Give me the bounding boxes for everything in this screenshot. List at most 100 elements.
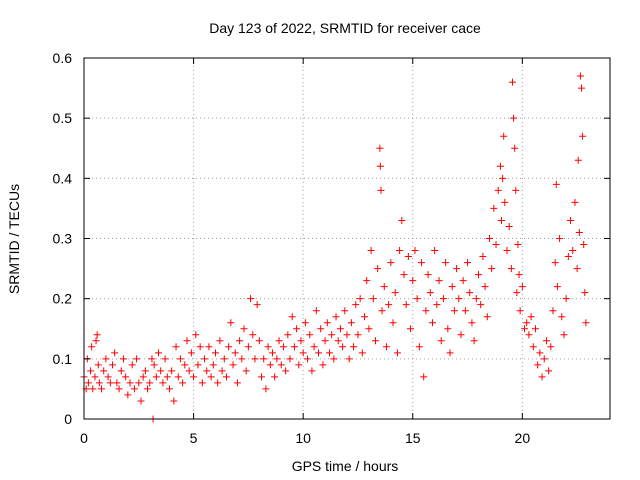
data-point — [231, 349, 239, 357]
data-point — [222, 373, 230, 381]
data-point — [157, 367, 165, 375]
data-point — [488, 265, 496, 273]
data-point — [385, 301, 393, 309]
chart-title: Day 123 of 2022, SRMTID for receiver cac… — [209, 20, 481, 36]
data-point — [444, 325, 452, 333]
data-point — [214, 379, 222, 387]
data-point — [299, 349, 307, 357]
data-point — [580, 241, 588, 249]
data-point — [515, 271, 523, 279]
data-point — [377, 186, 385, 194]
data-point — [551, 259, 559, 267]
data-point — [220, 355, 228, 363]
data-point — [437, 337, 445, 345]
data-point — [334, 337, 342, 345]
data-point — [466, 289, 474, 297]
data-point — [155, 349, 163, 357]
data-point — [218, 367, 226, 375]
data-point — [124, 391, 132, 399]
data-point — [558, 313, 566, 321]
data-point — [547, 343, 555, 351]
data-point — [455, 295, 463, 303]
data-point — [400, 271, 408, 279]
data-point — [422, 307, 430, 315]
data-point — [380, 283, 388, 291]
data-point — [492, 241, 500, 249]
data-point — [328, 331, 336, 339]
data-point — [415, 343, 423, 351]
data-point — [150, 361, 158, 369]
data-point — [312, 307, 320, 315]
data-point — [542, 337, 550, 345]
data-point — [549, 307, 557, 315]
data-point — [468, 319, 476, 327]
data-point — [227, 319, 235, 327]
data-point — [130, 385, 138, 393]
data-point — [282, 367, 290, 375]
data-point — [115, 385, 123, 393]
data-point — [152, 373, 160, 381]
data-point — [165, 385, 173, 393]
data-point — [190, 373, 198, 381]
data-point — [459, 277, 467, 285]
data-point — [91, 373, 99, 381]
data-point — [358, 349, 366, 357]
data-point — [411, 247, 419, 255]
data-point — [538, 373, 546, 381]
data-point — [536, 349, 544, 357]
data-point — [238, 355, 246, 363]
data-point — [464, 259, 472, 267]
data-point — [203, 367, 211, 375]
data-point — [575, 228, 583, 236]
data-point — [531, 325, 539, 333]
data-point — [332, 313, 340, 321]
data-point — [260, 355, 268, 363]
data-point — [192, 331, 200, 339]
data-point — [498, 216, 506, 224]
data-point — [579, 132, 587, 140]
x-tick-label: 20 — [515, 430, 531, 446]
data-point — [87, 367, 95, 375]
data-point — [352, 301, 360, 309]
data-point — [341, 307, 349, 315]
data-point — [582, 319, 590, 327]
data-point — [573, 265, 581, 273]
data-point — [94, 361, 102, 369]
data-point — [258, 373, 266, 381]
y-tick-label: 0.6 — [53, 50, 73, 66]
data-point — [339, 343, 347, 351]
data-point — [461, 307, 469, 315]
data-point — [323, 319, 331, 327]
data-point — [268, 349, 276, 357]
data-point — [507, 265, 515, 273]
x-axis-title: GPS time / hours — [292, 458, 399, 474]
data-point — [407, 325, 415, 333]
data-point — [95, 379, 103, 387]
data-point — [119, 355, 127, 363]
data-point — [391, 289, 399, 297]
data-point — [317, 325, 325, 333]
data-point — [179, 379, 187, 387]
data-point — [144, 385, 152, 393]
y-axis-title: SRMTID / TECUs — [6, 184, 22, 294]
data-point — [564, 253, 572, 261]
data-point — [494, 186, 502, 194]
data-point — [560, 331, 568, 339]
data-point — [387, 259, 395, 267]
data-point — [196, 343, 204, 351]
data-point — [181, 361, 189, 369]
data-point — [499, 174, 507, 182]
data-point — [126, 379, 134, 387]
data-point — [402, 301, 410, 309]
data-point — [187, 349, 195, 357]
data-point — [420, 373, 428, 381]
data-point — [361, 313, 369, 321]
data-point — [513, 289, 521, 297]
y-tick-label: 0.3 — [53, 231, 73, 247]
data-point — [477, 301, 485, 309]
data-point — [345, 355, 353, 363]
data-point — [225, 343, 233, 351]
data-point — [510, 114, 518, 122]
data-point — [435, 277, 443, 285]
